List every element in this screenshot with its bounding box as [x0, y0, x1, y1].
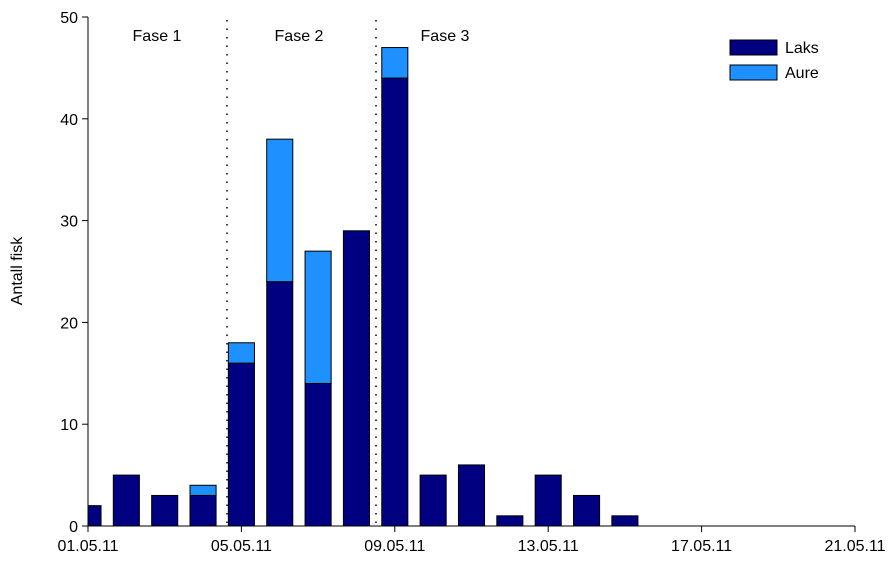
y-tick-label: 50 [60, 10, 78, 27]
x-tick-label: 21.05.11 [824, 538, 885, 555]
bar-segment [304, 250, 332, 384]
bars [88, 47, 639, 526]
bar-segment [419, 474, 447, 526]
y-tick-label: 10 [60, 417, 78, 434]
bar-segment [534, 474, 562, 526]
legend-swatch [729, 39, 778, 56]
bar-segment [151, 494, 179, 526]
bar-segment [381, 77, 409, 526]
y-tick-label: 0 [69, 519, 78, 536]
bar-segment [304, 382, 332, 526]
phase-label: Fase 1 [133, 28, 182, 45]
bar-segment [496, 515, 524, 526]
phase-label: Fase 3 [421, 28, 470, 45]
phase-label: Fase 2 [275, 28, 324, 45]
bar-segment [189, 484, 217, 496]
x-tick-label: 05.05.11 [211, 538, 272, 555]
bar-segment [573, 494, 601, 526]
bar-segment [611, 515, 639, 526]
y-tick-label: 40 [60, 112, 78, 129]
x-tick-label: 13.05.11 [518, 538, 579, 555]
legend-label: Laks [785, 40, 819, 57]
bar-segment [266, 138, 294, 283]
legend-swatch [729, 64, 778, 81]
y-tick-label: 30 [60, 214, 78, 231]
y-tick-label: 20 [60, 315, 78, 332]
bar-segment [112, 474, 140, 526]
bar-segment [88, 505, 102, 526]
y-axis-label: Antall fisk [9, 236, 26, 305]
bar-segment [457, 464, 486, 526]
bar-segment [381, 47, 409, 79]
bar-segment [342, 230, 370, 526]
bar-segment [266, 281, 294, 526]
bar-segment [227, 342, 255, 364]
x-tick-label: 17.05.11 [671, 538, 732, 555]
legend-label: Aure [785, 65, 819, 82]
x-tick-label: 09.05.11 [364, 538, 425, 555]
x-tick-label: 01.05.11 [57, 538, 118, 555]
bar-segment [227, 362, 255, 526]
bar-segment [189, 494, 217, 526]
